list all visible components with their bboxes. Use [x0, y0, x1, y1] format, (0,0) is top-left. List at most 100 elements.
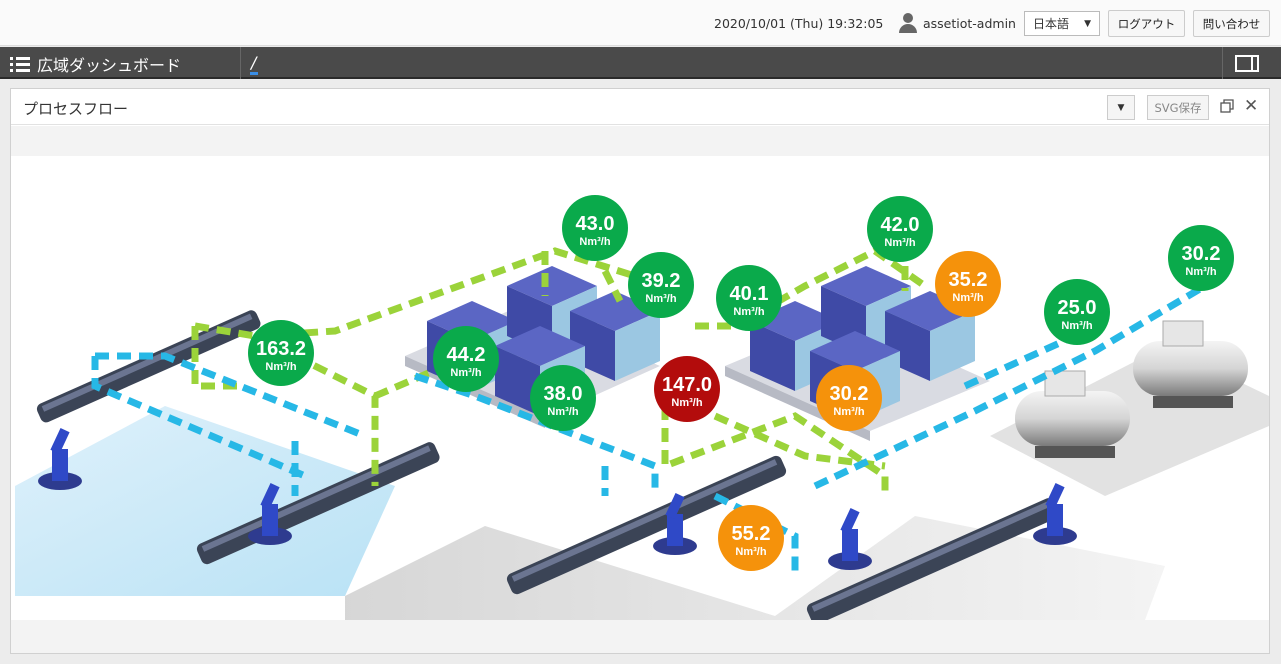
air-pipe: [713, 412, 886, 470]
gas-pipe: [413, 372, 659, 491]
language-selected: 日本語: [1033, 17, 1070, 31]
reading-value: 43.0: [576, 213, 615, 235]
conveyor-line: [806, 498, 1059, 620]
robot-arm: [653, 493, 697, 555]
gas-tank: [1133, 320, 1248, 408]
reading-badges: 163.2Nm³/h43.0Nm³/h39.2Nm³/h44.2Nm³/h38.…: [248, 195, 1234, 571]
user-icon: [898, 12, 918, 34]
reading-unit: Nm³/h: [579, 236, 610, 248]
breadcrumb-underline: [250, 72, 258, 75]
gas-pipe: [91, 356, 307, 480]
nav-bar: 広域ダッシュボード /: [0, 47, 1281, 79]
reading-value: 147.0: [662, 374, 712, 396]
reading-value: 55.2: [732, 523, 771, 545]
conveyor-line: [506, 455, 787, 595]
reading-value: 39.2: [642, 270, 681, 292]
user-info[interactable]: assetiot-admin: [898, 12, 1016, 34]
robot-arm: [248, 483, 292, 545]
close-icon[interactable]: ✕: [1244, 96, 1259, 116]
reading-unit: Nm³/h: [1061, 320, 1092, 332]
air-pipe: [194, 247, 637, 340]
reading-unit: Nm³/h: [265, 361, 296, 373]
badge-circle: [718, 505, 784, 571]
contact-button[interactable]: 問い合わせ: [1193, 10, 1270, 37]
badge-circle: [248, 320, 314, 386]
reading-unit: Nm³/h: [733, 306, 764, 318]
reading-unit: Nm³/h: [833, 406, 864, 418]
reading-value: 30.2: [830, 383, 869, 405]
conveyor-line: [36, 310, 261, 423]
badge-circle: [867, 196, 933, 262]
divider: [240, 47, 241, 79]
language-select[interactable]: 日本語 ▼: [1024, 11, 1100, 36]
robot-arm: [38, 428, 82, 490]
panel-toggle-icon[interactable]: [1235, 55, 1259, 72]
reading-value: 30.2: [1182, 243, 1221, 265]
process-flow-diagram: 163.2Nm³/h43.0Nm³/h39.2Nm³/h44.2Nm³/h38.…: [15, 195, 1269, 620]
left-floor: [15, 406, 395, 596]
badge-circle: [628, 252, 694, 318]
air-pipe: [661, 406, 889, 496]
air-pipe: [191, 326, 245, 390]
badge-circle: [935, 251, 1001, 317]
reading-unit: Nm³/h: [450, 367, 481, 379]
reading-value: 35.2: [949, 269, 988, 291]
gas-pipe: [963, 332, 1077, 390]
process-flow-canvas: 163.2 Nm³/h 43.0 Nm³/h 39.2 Nm³/h 44.2 Nm³/h 38.…: [15, 156, 1269, 620]
svg-save-button[interactable]: SVG保存: [1147, 95, 1209, 120]
reading-value: 42.0: [881, 214, 920, 236]
badge-circle: [1044, 279, 1110, 345]
username: assetiot-admin: [923, 15, 1016, 31]
breadcrumb[interactable]: /: [251, 53, 257, 72]
reading-value: 38.0: [544, 383, 583, 405]
process-flow-widget: プロセスフロー ▼ SVG保存 ✕: [10, 88, 1270, 654]
caret-down-icon: ▼: [1117, 102, 1125, 113]
reading-unit: Nm³/h: [884, 237, 915, 249]
reading-unit: Nm³/h: [1185, 266, 1216, 278]
list-icon: [10, 56, 30, 72]
robot-arm: [1033, 483, 1077, 545]
reading-unit: Nm³/h: [671, 397, 702, 409]
dashboard-menu[interactable]: 広域ダッシュボード: [10, 52, 181, 76]
badge-circle: [654, 356, 720, 422]
robot-arm: [828, 508, 872, 570]
widget-menu-button[interactable]: ▼: [1107, 95, 1135, 120]
reading-unit: Nm³/h: [547, 406, 578, 418]
widget-toolbar-area: [11, 126, 1269, 156]
reading-unit: Nm³/h: [645, 293, 676, 305]
badge-circle: [530, 365, 596, 431]
restore-window-icon[interactable]: [1220, 99, 1234, 113]
air-pipe: [601, 269, 624, 303]
logout-button[interactable]: ログアウト: [1108, 10, 1185, 37]
reading-unit: Nm³/h: [952, 292, 983, 304]
reading-value: 40.1: [730, 283, 769, 305]
widget-footer-area: [11, 620, 1269, 653]
reading-unit: Nm³/h: [735, 546, 766, 558]
divider: [1222, 47, 1223, 79]
reading-value: 25.0: [1058, 297, 1097, 319]
reading-value: 163.2: [256, 338, 306, 360]
widget-title: プロセスフロー: [23, 100, 129, 118]
gas-pipe: [813, 282, 1207, 490]
air-pipe: [373, 362, 447, 400]
badge-circle: [816, 365, 882, 431]
badge-circle: [1168, 225, 1234, 291]
current-datetime: 2020/10/01 (Thu) 19:32:05: [714, 16, 884, 31]
chevron-down-icon: ▼: [1084, 18, 1091, 29]
gas-pipe: [95, 352, 367, 440]
reading-value: 44.2: [447, 344, 486, 366]
page-title: 広域ダッシュボード: [37, 56, 182, 75]
